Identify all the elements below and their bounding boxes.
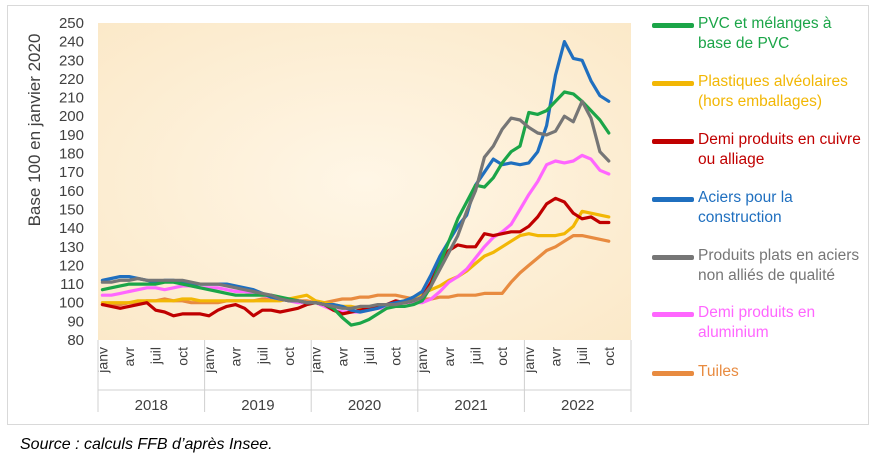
y-tick-label: 90 bbox=[67, 313, 84, 330]
legend-label: Produits plats en aciers non alliés de q… bbox=[698, 247, 860, 284]
y-tick-label: 150 bbox=[59, 201, 84, 218]
x-tick-month: avr bbox=[121, 347, 137, 367]
x-tick-month: juil bbox=[254, 347, 270, 365]
y-tick-label: 110 bbox=[60, 276, 84, 293]
x-tick-month: janv bbox=[414, 347, 430, 374]
x-tick-year: 2020 bbox=[348, 397, 381, 414]
x-tick-month: avr bbox=[441, 347, 457, 367]
x-tick-month: oct bbox=[494, 347, 510, 366]
legend-label: Demi produits en cuivre ou alliage bbox=[698, 131, 861, 168]
x-tick-month: janv bbox=[94, 347, 110, 374]
x-tick-month: oct bbox=[174, 347, 190, 366]
legend-swatch bbox=[652, 197, 694, 202]
legend-swatch bbox=[652, 23, 694, 28]
y-tick-label: 190 bbox=[59, 127, 84, 144]
x-tick-month: janv bbox=[521, 347, 537, 374]
x-tick-month: janv bbox=[308, 347, 324, 374]
x-tick-month: oct bbox=[281, 347, 297, 366]
series-line bbox=[100, 39, 611, 314]
legend-label: Demi produits en aluminium bbox=[698, 304, 816, 341]
x-tick-month: janv bbox=[201, 347, 217, 374]
y-tick-label: 80 bbox=[67, 332, 84, 349]
y-tick-label: 170 bbox=[59, 164, 84, 181]
series-line bbox=[100, 90, 611, 327]
x-tick-month: juil bbox=[148, 347, 164, 365]
legend-swatch bbox=[652, 371, 694, 376]
x-tick-month: juil bbox=[361, 347, 377, 365]
y-tick-label: 220 bbox=[59, 71, 84, 88]
y-tick-label: 230 bbox=[59, 52, 84, 69]
y-tick-label: 240 bbox=[59, 34, 84, 51]
legend-swatch bbox=[652, 139, 694, 144]
y-tick-label: 200 bbox=[59, 108, 84, 125]
source-note: Source : calculs FFB d’après Insee. bbox=[20, 436, 273, 453]
series-group bbox=[100, 39, 611, 327]
y-tick-label: 160 bbox=[59, 183, 84, 200]
legend-label: Tuiles bbox=[698, 363, 739, 380]
y-tick-label: 120 bbox=[59, 257, 84, 274]
x-tick-year: 2021 bbox=[454, 397, 487, 414]
x-tick-month: oct bbox=[388, 347, 404, 366]
x-tick-year: 2019 bbox=[241, 397, 274, 414]
legend-swatch bbox=[652, 255, 694, 260]
x-tick-month: juil bbox=[574, 347, 590, 365]
series-line bbox=[100, 99, 611, 310]
legend-swatch bbox=[652, 81, 694, 86]
x-tick-month: avr bbox=[547, 347, 563, 367]
plot-area bbox=[98, 23, 631, 340]
x-tick-year: 2018 bbox=[135, 397, 168, 414]
y-tick-label: 180 bbox=[59, 146, 84, 163]
x-tick-month: oct bbox=[601, 347, 617, 366]
y-axis-label: Base 100 en janvier 2020 bbox=[25, 34, 44, 227]
legend-swatch bbox=[652, 312, 694, 317]
x-tick-month: juil bbox=[468, 347, 484, 365]
x-tick-month: avr bbox=[228, 347, 244, 367]
x-tick-year: 2022 bbox=[561, 397, 594, 414]
y-tick-label: 210 bbox=[59, 90, 84, 107]
chart-frame bbox=[7, 5, 869, 425]
legend-label: Aciers pour la construction bbox=[698, 189, 793, 226]
y-tick-label: 100 bbox=[59, 295, 84, 312]
x-tick-month: avr bbox=[334, 347, 350, 367]
legend-label: Plastiques alvéolaires (hors emballages) bbox=[698, 73, 848, 110]
y-tick-label: 130 bbox=[59, 239, 84, 256]
y-tick-label: 250 bbox=[59, 15, 84, 32]
y-tick-label: 140 bbox=[59, 220, 84, 237]
series-line bbox=[100, 234, 611, 307]
legend-label: PVC et mélanges à base de PVC bbox=[698, 15, 832, 52]
